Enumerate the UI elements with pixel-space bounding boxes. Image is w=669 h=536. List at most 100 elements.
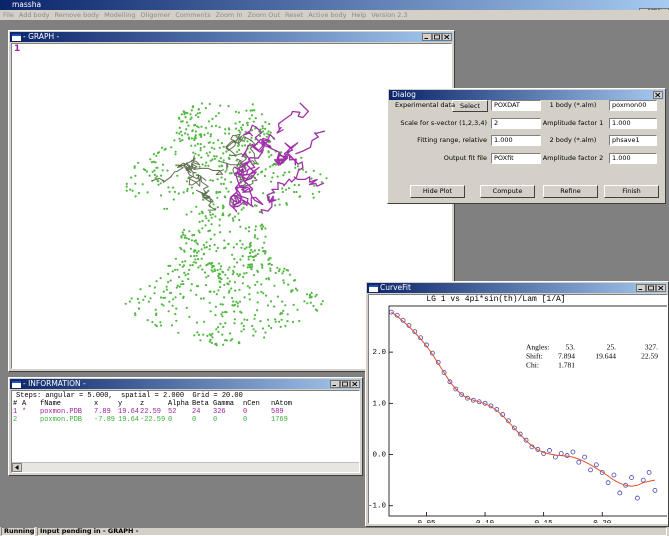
atom: [209, 310, 212, 313]
atom: [285, 268, 288, 272]
atom: [293, 183, 296, 187]
atom: [248, 246, 251, 249]
menu-item[interactable]: Reset: [285, 11, 304, 19]
atom: [149, 297, 152, 300]
atom: [239, 239, 242, 242]
atom: [241, 255, 244, 258]
atom: [282, 279, 285, 282]
atom: [187, 238, 191, 241]
atom: [136, 297, 139, 300]
menu-item[interactable]: File: [3, 11, 14, 19]
atom: [168, 190, 171, 193]
text-input[interactable]: POXfit: [491, 153, 541, 164]
dialog-button[interactable]: Refine: [543, 185, 598, 198]
menu-item[interactable]: Active body: [308, 11, 347, 19]
atom: [138, 301, 141, 304]
atom: [183, 236, 186, 239]
atom: [175, 286, 178, 289]
scroll-left[interactable]: [12, 463, 22, 472]
atom: [189, 264, 192, 267]
window-control[interactable]: [636, 284, 646, 292]
atom: [308, 293, 312, 296]
icon-shape: [12, 380, 21, 388]
atom: [288, 273, 292, 276]
atom: [227, 291, 230, 294]
atom: [245, 109, 248, 112]
atom: [178, 126, 181, 129]
info-cell: 2: [13, 416, 18, 424]
atom: [221, 212, 225, 215]
window-control[interactable]: [653, 91, 663, 99]
window-control[interactable]: [330, 380, 340, 388]
atom: [249, 109, 252, 112]
annotation-value: 19.644: [595, 352, 616, 361]
atom: [161, 169, 164, 172]
window-control[interactable]: [656, 284, 666, 292]
atom: [161, 146, 164, 149]
field-label: 2 body (*.alm): [549, 136, 597, 144]
atom: [180, 283, 183, 286]
atom: [263, 133, 266, 136]
window-control[interactable]: [340, 380, 350, 388]
menu-item[interactable]: Add body: [18, 11, 50, 19]
text-input[interactable]: 1.000: [609, 153, 657, 164]
window-control[interactable]: [350, 380, 360, 388]
atom: [283, 267, 286, 270]
info-cell: 19.64: [118, 416, 140, 424]
dialog-button[interactable]: Hide Plot: [410, 185, 465, 198]
atom: [201, 219, 204, 223]
atom: [213, 233, 216, 236]
atom: [194, 258, 197, 261]
text-input[interactable]: 1.000: [609, 118, 657, 129]
menu-item[interactable]: Version 2.3: [371, 11, 408, 19]
window-control[interactable]: [646, 284, 656, 292]
atom: [157, 183, 160, 186]
atom: [225, 150, 228, 153]
atom: [213, 290, 216, 293]
close-glyph: [352, 381, 358, 387]
menu-item[interactable]: Help: [351, 11, 367, 19]
menu-item[interactable]: Oligomer: [140, 11, 171, 19]
menu-item[interactable]: Comments: [175, 11, 211, 19]
atom: [242, 206, 245, 209]
text-input[interactable]: 2: [491, 118, 541, 129]
atom: [250, 136, 253, 139]
window-control[interactable]: [442, 33, 452, 41]
text-input[interactable]: POXDAT: [491, 100, 541, 111]
atom: [305, 293, 309, 296]
data-point: [652, 487, 658, 493]
atom: [172, 198, 175, 201]
atom: [190, 210, 193, 213]
window-control[interactable]: [422, 33, 432, 41]
menu-item[interactable]: Modelling: [104, 11, 136, 19]
window-control[interactable]: [432, 33, 442, 41]
atom: [259, 134, 262, 138]
menu-item[interactable]: Zoom Out: [247, 11, 281, 19]
info-header-cell: Alpha: [168, 400, 190, 408]
text-input[interactable]: poxmon00: [609, 100, 657, 111]
atom: [264, 227, 267, 230]
atom: [214, 305, 217, 308]
text-input[interactable]: phsave1: [609, 135, 657, 146]
atom: [237, 111, 240, 114]
menu-item[interactable]: Zoom In: [215, 11, 243, 19]
atom: [148, 284, 151, 288]
select-button[interactable]: Select: [452, 100, 488, 112]
atom: [224, 310, 227, 314]
text-input[interactable]: 1.000: [491, 135, 541, 146]
y-tick-label: 1.0: [372, 400, 386, 408]
atom: [251, 109, 254, 112]
data-point: [435, 359, 441, 365]
menu-item[interactable]: Remove body: [54, 11, 100, 19]
atom: [165, 288, 168, 291]
dialog-button[interactable]: Finish: [604, 185, 659, 198]
atom: [242, 203, 245, 206]
atom: [270, 263, 273, 266]
atom: [264, 250, 267, 253]
atom: [282, 270, 285, 273]
dialog-button[interactable]: Compute: [480, 185, 535, 198]
atom: [139, 288, 142, 291]
scrollbar[interactable]: [12, 462, 359, 472]
atom: [185, 306, 188, 309]
atom: [248, 298, 251, 301]
